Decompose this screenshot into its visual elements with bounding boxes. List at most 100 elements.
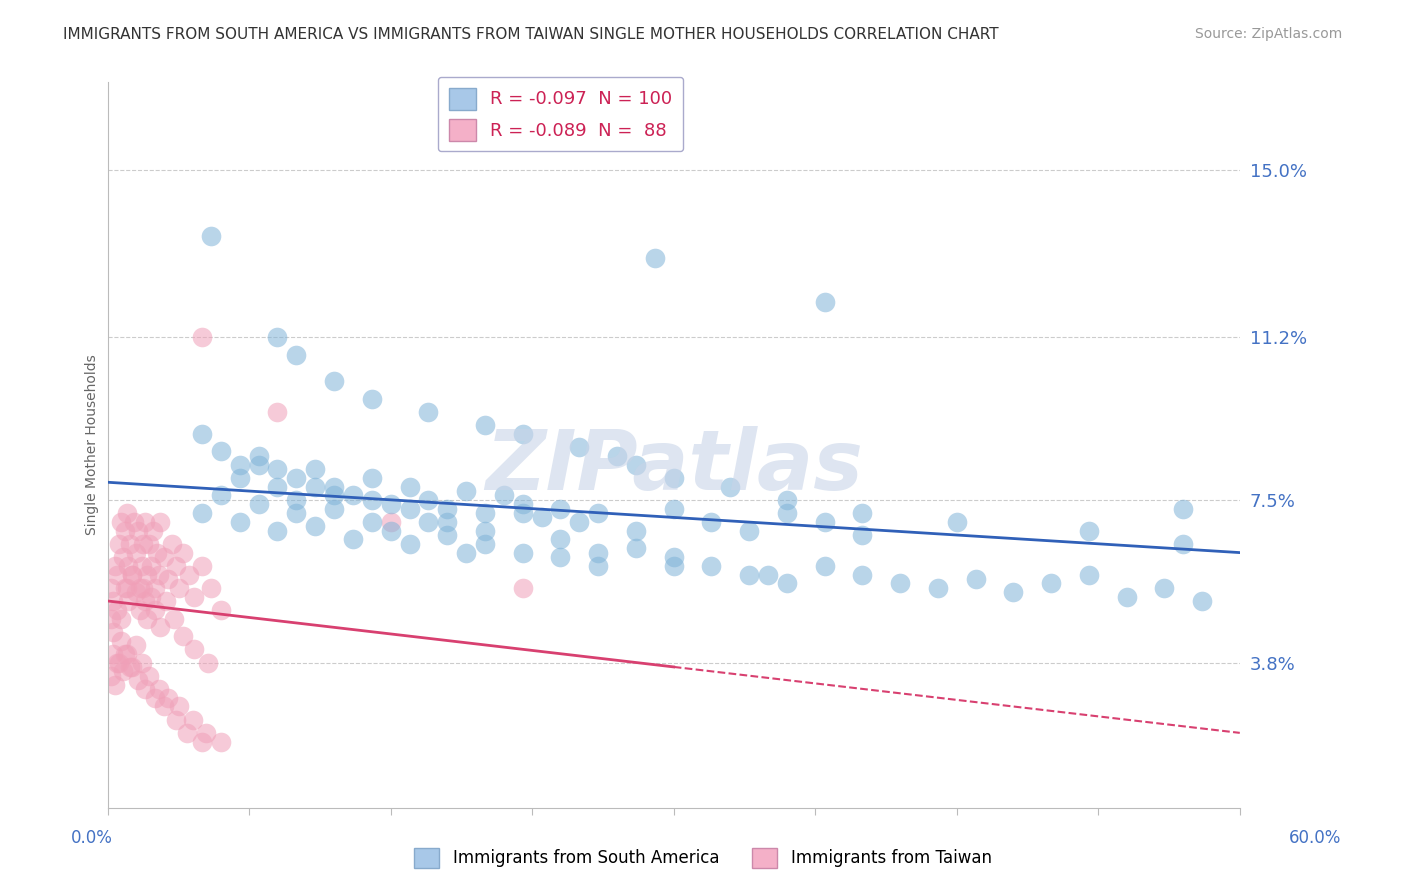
Point	[155, 594, 177, 608]
Point	[191, 506, 214, 520]
Point	[927, 581, 949, 595]
Point	[191, 330, 214, 344]
Point	[143, 690, 166, 705]
Point	[128, 603, 150, 617]
Point	[285, 348, 308, 362]
Point	[165, 558, 187, 573]
Legend: R = -0.097  N = 100, R = -0.089  N =  88: R = -0.097 N = 100, R = -0.089 N = 88	[437, 77, 683, 152]
Point	[776, 506, 799, 520]
Point	[110, 611, 132, 625]
Point	[418, 515, 440, 529]
Point	[115, 647, 138, 661]
Point	[160, 537, 183, 551]
Text: Source: ZipAtlas.com: Source: ZipAtlas.com	[1195, 27, 1343, 41]
Point	[266, 524, 288, 538]
Point	[153, 699, 176, 714]
Point	[776, 492, 799, 507]
Point	[120, 537, 142, 551]
Point	[360, 471, 382, 485]
Point	[436, 528, 458, 542]
Point	[176, 726, 198, 740]
Point	[142, 524, 165, 538]
Point	[418, 405, 440, 419]
Point	[228, 458, 250, 472]
Point	[115, 581, 138, 595]
Point	[662, 501, 685, 516]
Point	[814, 558, 837, 573]
Point	[266, 480, 288, 494]
Point	[105, 567, 128, 582]
Point	[738, 524, 761, 538]
Point	[183, 590, 205, 604]
Point	[398, 480, 420, 494]
Point	[169, 581, 191, 595]
Point	[662, 558, 685, 573]
Text: 60.0%: 60.0%	[1288, 829, 1341, 847]
Point	[177, 567, 200, 582]
Point	[111, 549, 134, 564]
Point	[586, 558, 609, 573]
Point	[153, 549, 176, 564]
Point	[148, 567, 170, 582]
Point	[1173, 537, 1195, 551]
Point	[718, 480, 741, 494]
Point	[512, 497, 534, 511]
Point	[100, 611, 122, 625]
Point	[644, 251, 666, 265]
Point	[104, 558, 127, 573]
Point	[285, 506, 308, 520]
Point	[965, 572, 987, 586]
Point	[1040, 576, 1063, 591]
Point	[127, 524, 149, 538]
Point	[121, 660, 143, 674]
Point	[323, 480, 346, 494]
Point	[209, 488, 232, 502]
Text: IMMIGRANTS FROM SOUTH AMERICA VS IMMIGRANTS FROM TAIWAN SINGLE MOTHER HOUSEHOLDS: IMMIGRANTS FROM SOUTH AMERICA VS IMMIGRA…	[63, 27, 998, 42]
Point	[127, 673, 149, 687]
Point	[139, 558, 162, 573]
Point	[114, 524, 136, 538]
Point	[474, 537, 496, 551]
Point	[104, 677, 127, 691]
Point	[100, 669, 122, 683]
Point	[165, 713, 187, 727]
Point	[360, 515, 382, 529]
Point	[172, 629, 194, 643]
Point	[108, 656, 131, 670]
Point	[474, 506, 496, 520]
Point	[145, 546, 167, 560]
Point	[110, 515, 132, 529]
Point	[456, 546, 478, 560]
Point	[125, 638, 148, 652]
Point	[149, 620, 172, 634]
Point	[624, 541, 647, 556]
Y-axis label: Single Mother Households: Single Mother Households	[86, 354, 100, 535]
Point	[398, 537, 420, 551]
Point	[814, 515, 837, 529]
Point	[398, 501, 420, 516]
Point	[530, 510, 553, 524]
Point	[103, 647, 125, 661]
Point	[136, 567, 159, 582]
Point	[100, 581, 122, 595]
Point	[814, 295, 837, 310]
Point	[474, 524, 496, 538]
Legend: Immigrants from South America, Immigrants from Taiwan: Immigrants from South America, Immigrant…	[408, 841, 998, 875]
Point	[304, 462, 326, 476]
Point	[285, 492, 308, 507]
Point	[125, 585, 148, 599]
Point	[342, 488, 364, 502]
Point	[172, 546, 194, 560]
Point	[266, 405, 288, 419]
Point	[550, 549, 572, 564]
Point	[115, 506, 138, 520]
Point	[360, 492, 382, 507]
Point	[323, 488, 346, 502]
Point	[209, 603, 232, 617]
Point	[550, 533, 572, 547]
Point	[1115, 590, 1137, 604]
Point	[266, 462, 288, 476]
Point	[181, 713, 204, 727]
Point	[323, 374, 346, 388]
Point	[304, 519, 326, 533]
